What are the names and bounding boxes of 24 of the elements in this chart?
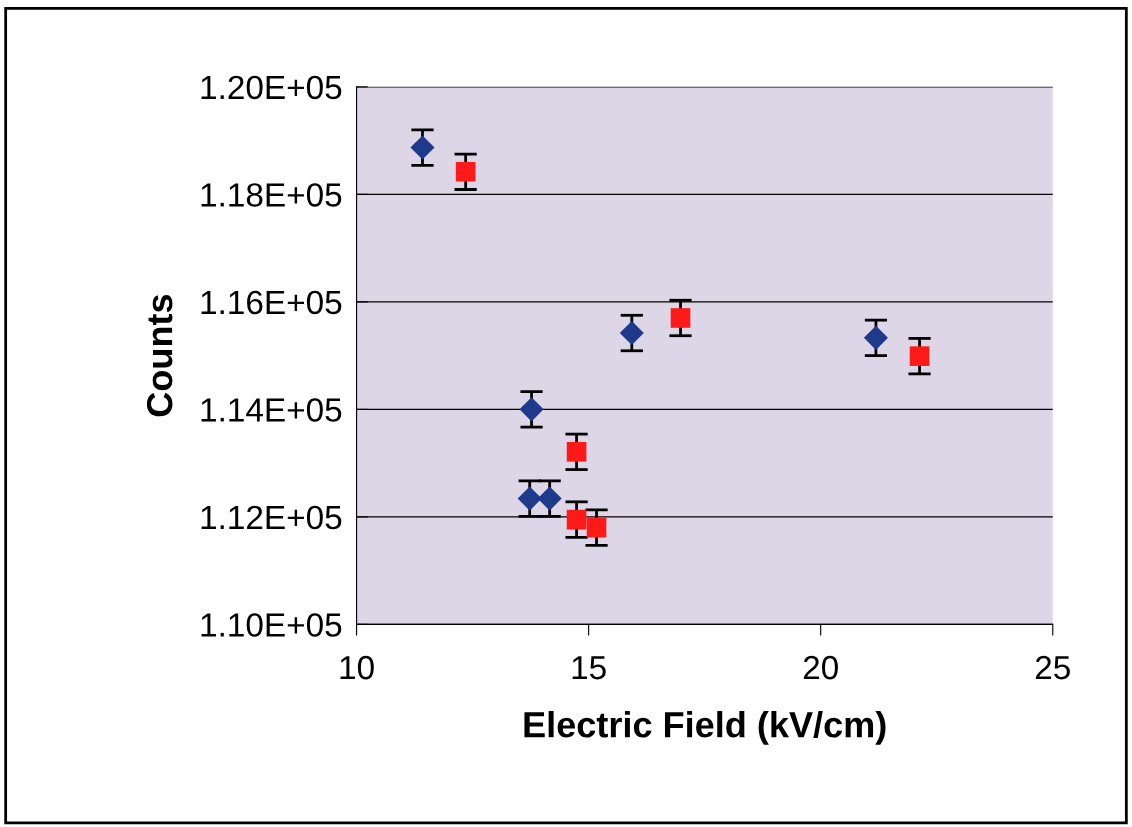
point	[670, 308, 691, 328]
point	[517, 486, 542, 511]
point	[619, 321, 644, 346]
x-tick-label: 25	[1035, 655, 1070, 680]
x-axis-title: Electric Field (kV/cm)	[524, 711, 886, 745]
x-tick-label: 20	[803, 655, 838, 680]
point	[863, 325, 888, 350]
point	[410, 135, 435, 160]
point	[909, 346, 930, 366]
y-tick-label: 1.18E+05	[201, 183, 342, 207]
point	[519, 397, 544, 422]
y-tick-label: 1.20E+05	[201, 75, 342, 100]
y-tick-label: 1.14E+05	[201, 398, 342, 422]
x-tick-label: 10	[340, 655, 374, 680]
point	[566, 442, 587, 462]
point	[455, 161, 476, 182]
y-tick-label: 1.16E+05	[201, 290, 342, 315]
y-tick-label: 1.12E+05	[201, 505, 342, 530]
point	[537, 486, 562, 511]
point	[566, 509, 587, 530]
y-tick-label: 1.10E+05	[201, 613, 342, 637]
x-tick-label: 15	[572, 656, 606, 680]
y-axis-title: Counts	[146, 294, 173, 417]
point	[586, 517, 607, 538]
